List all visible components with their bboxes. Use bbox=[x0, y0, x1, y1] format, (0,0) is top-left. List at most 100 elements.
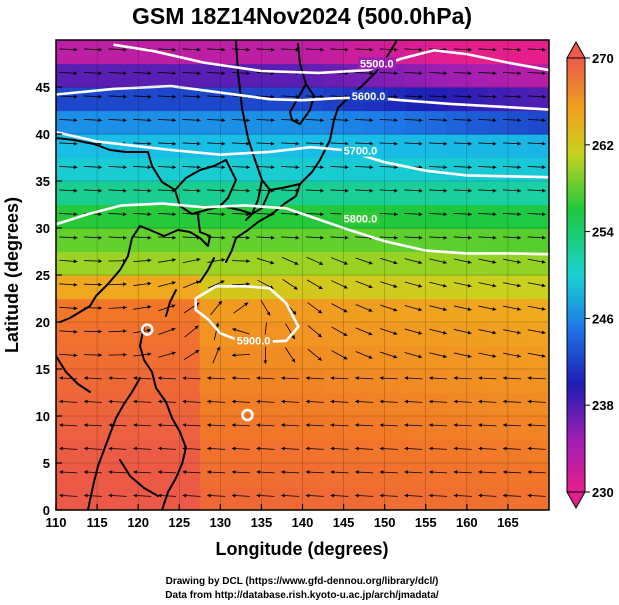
wind-arrow-head bbox=[394, 141, 398, 146]
wind-arrow-head bbox=[320, 118, 324, 123]
wind-arrow-head bbox=[231, 446, 236, 451]
field-cell bbox=[199, 392, 221, 417]
field-cell bbox=[384, 416, 406, 441]
field-cell bbox=[199, 486, 221, 510]
wind-arrow-head bbox=[123, 235, 127, 240]
wind-arrow-head bbox=[429, 376, 433, 381]
field-cell bbox=[76, 228, 98, 253]
wind-arrow-head bbox=[468, 47, 472, 52]
closed-contour bbox=[241, 408, 254, 422]
field-cell bbox=[302, 63, 324, 88]
wind-arrow-head bbox=[492, 141, 497, 146]
wind-arrow-head bbox=[517, 47, 522, 52]
wind-arrow-head bbox=[231, 423, 236, 428]
field-cell bbox=[302, 134, 324, 159]
field-cell bbox=[364, 345, 386, 370]
field-cell bbox=[466, 486, 488, 510]
wind-arrow-head bbox=[468, 188, 472, 193]
field-cell bbox=[405, 134, 427, 159]
field-cell bbox=[425, 40, 447, 65]
wind-arrow-head bbox=[542, 141, 546, 146]
wind-arrow-head bbox=[291, 358, 296, 363]
field-cell bbox=[117, 204, 139, 229]
wind-arrow-head bbox=[478, 423, 483, 428]
field-cell bbox=[487, 322, 509, 347]
wind-arrow-head bbox=[542, 118, 546, 123]
field-cell bbox=[528, 134, 549, 159]
field-cell bbox=[240, 251, 263, 276]
field-cell bbox=[466, 345, 488, 370]
field-cell bbox=[97, 157, 119, 182]
wind-arrow-head bbox=[393, 331, 398, 335]
field-cell bbox=[240, 181, 263, 206]
wind-arrow-head bbox=[295, 141, 300, 146]
x-tick-label: 150 bbox=[374, 515, 396, 530]
field-cell bbox=[425, 275, 447, 300]
field-cell bbox=[179, 157, 201, 182]
wind-arrow-head bbox=[98, 47, 102, 52]
field-cell bbox=[507, 486, 530, 510]
wind-arrow-head bbox=[541, 307, 546, 311]
wind-arrow-head bbox=[182, 399, 187, 404]
height-contour bbox=[56, 130, 549, 179]
wind-arrow-head bbox=[344, 165, 349, 170]
field-cell bbox=[487, 416, 509, 441]
field-cell bbox=[261, 63, 283, 88]
field-cell bbox=[528, 110, 549, 135]
field-cell bbox=[343, 322, 365, 347]
field-cell bbox=[240, 486, 263, 510]
wind-arrow-head bbox=[73, 165, 78, 170]
field-cell bbox=[384, 392, 406, 417]
field-cell bbox=[158, 63, 180, 88]
wind-arrow-head bbox=[443, 235, 448, 240]
wind-arrow-head bbox=[468, 71, 472, 76]
wind-arrow-head bbox=[73, 353, 78, 358]
field-cell bbox=[117, 110, 139, 135]
wind-arrow-head bbox=[123, 352, 127, 357]
y-tick-label: 25 bbox=[36, 268, 50, 283]
wind-arrow-head bbox=[147, 352, 152, 357]
field-cell bbox=[343, 275, 365, 300]
field-cell bbox=[466, 251, 488, 276]
wind-arrow-head bbox=[147, 258, 152, 263]
wind-arrow-head bbox=[443, 118, 448, 123]
field-cell bbox=[507, 392, 530, 417]
wind-arrow-head bbox=[256, 470, 261, 475]
field-cell bbox=[199, 369, 221, 394]
field-cell bbox=[199, 298, 221, 323]
chart-title: GSM 18Z14Nov2024 (500.0hPa) bbox=[132, 3, 472, 29]
wind-arrow-head bbox=[263, 360, 268, 364]
field-cell bbox=[117, 369, 139, 394]
field-cell bbox=[281, 463, 304, 488]
field-cell bbox=[158, 40, 180, 65]
field-cell bbox=[507, 40, 530, 65]
wind-arrow-head bbox=[317, 356, 322, 361]
wind-arrow-head bbox=[182, 493, 187, 498]
field-cell bbox=[323, 486, 345, 510]
wind-arrow-head bbox=[293, 285, 298, 290]
field-cell bbox=[158, 369, 180, 394]
field-cell bbox=[425, 486, 447, 510]
wind-arrow-head bbox=[73, 329, 78, 334]
field-cell bbox=[97, 369, 119, 394]
y-tick-label: 10 bbox=[36, 409, 50, 424]
wind-arrow-head bbox=[182, 376, 187, 381]
wind-arrow-head bbox=[379, 376, 384, 381]
field-cell bbox=[220, 416, 242, 441]
field-cell bbox=[179, 110, 201, 135]
field-cell bbox=[323, 439, 345, 464]
field-cell bbox=[405, 369, 427, 394]
field-cell bbox=[138, 463, 160, 488]
wind-arrow-head bbox=[157, 493, 162, 498]
field-cell bbox=[281, 486, 304, 510]
wind-arrow-head bbox=[418, 235, 423, 240]
wind-arrow-head bbox=[418, 118, 423, 123]
field-cell bbox=[240, 369, 263, 394]
field-cell bbox=[281, 392, 304, 417]
field-cell bbox=[343, 157, 365, 182]
field-cell bbox=[302, 275, 324, 300]
field-cell bbox=[158, 345, 180, 370]
wind-streamlines bbox=[59, 47, 546, 498]
wind-arrow-head bbox=[330, 493, 335, 498]
field-cell bbox=[487, 345, 509, 370]
